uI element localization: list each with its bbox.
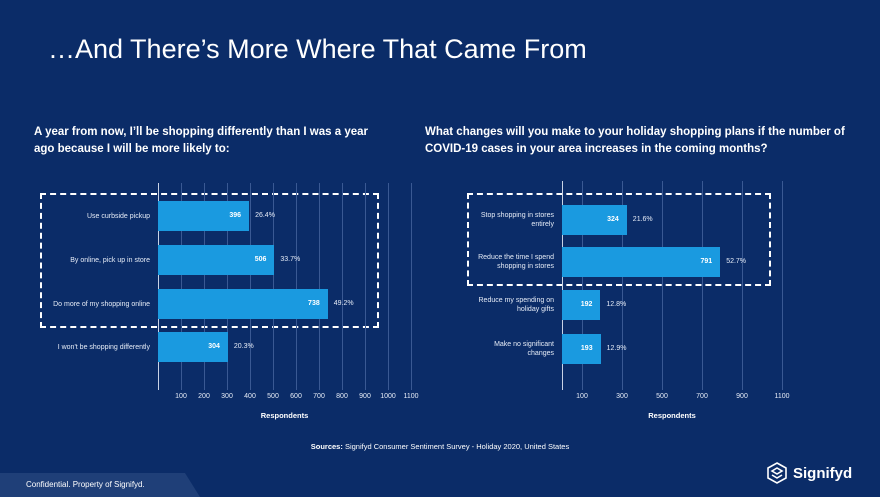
share-label: 52.7%	[726, 258, 747, 265]
x-tick-label: 400	[244, 393, 256, 400]
grid-line	[296, 183, 297, 390]
logo-text: Signifyd	[793, 464, 853, 482]
grid-line	[662, 181, 663, 390]
grid-line	[319, 183, 320, 390]
x-tick-label: 900	[359, 393, 371, 400]
x-tick-label: 700	[313, 393, 325, 400]
bar	[562, 334, 601, 364]
value-label: 506	[254, 256, 267, 263]
category-label: Reduce my spending on holiday gifts	[478, 297, 555, 313]
bar	[562, 205, 627, 235]
share-label: 26.4%	[255, 212, 275, 219]
grid-line	[742, 181, 743, 390]
sources-label: Sources:	[310, 442, 343, 451]
x-tick-label: 1100	[403, 393, 419, 400]
category-label: Use curbside pickup	[86, 212, 150, 220]
x-tick-label: 200	[198, 393, 210, 400]
share-label: 12.8%	[606, 301, 627, 308]
y-axis	[158, 183, 159, 390]
x-tick-label: 1100	[774, 393, 790, 400]
bar	[158, 245, 275, 275]
grid-line	[227, 183, 228, 390]
bar	[562, 247, 721, 277]
sources-text: Signifyd Consumer Sentiment Survey - Hol…	[344, 442, 570, 451]
x-tick-label: 1000	[380, 393, 396, 400]
grid-line	[273, 183, 274, 390]
bar	[158, 289, 328, 319]
sources: Sources: Signifyd Consumer Sentiment Sur…	[0, 442, 880, 451]
category-label: Stop shopping in stores entirely	[480, 212, 554, 228]
x-tick-label: 700	[696, 393, 708, 400]
grid-line	[702, 181, 703, 390]
category-label: By online, pick up in store	[70, 256, 150, 264]
logo-icon	[767, 462, 787, 484]
share-label: 20.3%	[233, 343, 254, 350]
value-label: 396	[229, 212, 242, 219]
grid-line	[365, 183, 366, 390]
x-axis-label: Respondents	[648, 411, 696, 420]
x-tick-label: 100	[576, 393, 588, 400]
bar	[158, 332, 228, 362]
value-label: 192	[580, 301, 593, 308]
x-tick-label: 300	[221, 393, 233, 400]
x-tick-label: 500	[267, 393, 279, 400]
x-tick-label: 500	[656, 393, 668, 400]
category-label: Do more of my shopping online	[53, 300, 150, 308]
grid-line	[622, 181, 623, 390]
grid-line	[342, 183, 343, 390]
x-tick-label: 900	[736, 393, 748, 400]
grid-line	[582, 181, 583, 390]
value-label: 193	[580, 345, 593, 352]
share-label: 12.9%	[606, 345, 627, 352]
grid-line	[250, 183, 251, 390]
grid-line	[181, 183, 182, 390]
share-label: 49.2%	[333, 300, 354, 307]
grid-line	[782, 181, 783, 390]
grid-line	[388, 183, 389, 390]
value-label: 304	[208, 343, 220, 350]
share-label: 21.6%	[632, 216, 653, 223]
value-label: 791	[700, 258, 713, 265]
bar	[562, 290, 601, 320]
grid-line	[204, 183, 205, 390]
category-label: Make no significant changes	[494, 341, 554, 357]
share-label: 33.7%	[280, 256, 301, 263]
bar	[158, 201, 250, 231]
grid-line	[411, 183, 412, 390]
x-tick-label: 300	[616, 393, 628, 400]
slide-title: …And There’s More Where That Came From	[48, 34, 587, 64]
x-axis-label: Respondents	[260, 411, 309, 420]
logo: Signifyd	[766, 462, 852, 484]
chart-title: What changes will you make to your holid…	[425, 126, 845, 155]
highlight-box	[40, 193, 379, 328]
footer: Confidential. Property of Signifyd.	[0, 473, 200, 497]
x-tick-label: 600	[290, 393, 302, 400]
chart-title: A year from now, I’ll be shopping differ…	[34, 126, 368, 155]
x-tick-label: 100	[175, 393, 187, 400]
category-label: I won't be shopping differently	[57, 343, 150, 351]
category-label: Reduce the time I spend shopping in stor…	[478, 254, 554, 270]
y-axis	[562, 181, 563, 390]
x-tick-label: 800	[336, 393, 348, 400]
highlight-box	[467, 193, 771, 286]
value-label: 324	[607, 216, 619, 223]
value-label: 738	[308, 300, 320, 307]
